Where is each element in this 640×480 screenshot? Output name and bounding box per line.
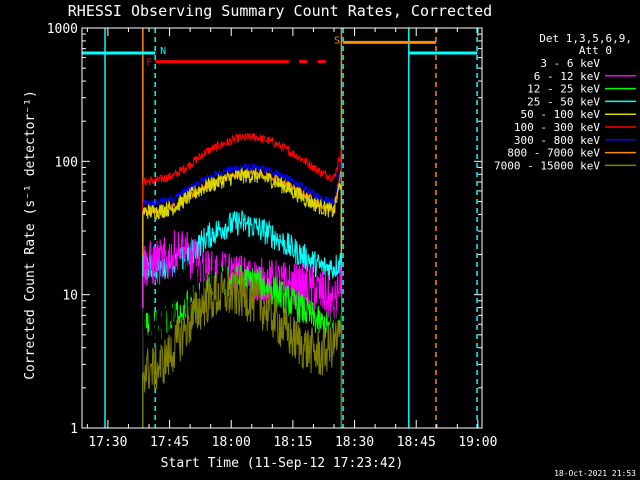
- x-tick-label: 19:00: [458, 435, 497, 450]
- night-label: N: [160, 46, 166, 57]
- y-tick-label: 1: [70, 422, 78, 437]
- y-tick-label: 10: [62, 289, 78, 304]
- saa-label: S: [334, 35, 340, 46]
- x-tick-label: 18:45: [397, 435, 436, 450]
- y-tick-label: 100: [55, 155, 78, 170]
- legend-entry-label: 800 - 7000 keV: [507, 147, 600, 160]
- series-line: [142, 209, 342, 429]
- chart-title: RHESSI Observing Summary Count Rates, Co…: [68, 2, 492, 20]
- x-tick-label: 18:15: [273, 435, 312, 450]
- series-line: [142, 132, 342, 429]
- x-tick-label: 18:30: [335, 435, 374, 450]
- flare-label: F: [146, 58, 152, 69]
- series-line: [142, 254, 342, 429]
- legend-entry-label: 100 - 300 keV: [514, 121, 600, 134]
- legend-header: Det 1,3,5,6,9,: [539, 32, 632, 45]
- legend-entry-label: 12 - 25 keV: [527, 83, 600, 96]
- plot-frame: [81, 27, 483, 429]
- annotation-bars: NF S: [82, 35, 478, 69]
- legend-entry-label: 6 - 12 keV: [534, 70, 601, 83]
- x-tick-label: 17:30: [88, 435, 127, 450]
- legend-entry-label: 3 - 6 keV: [540, 57, 600, 70]
- y-axis-label: Corrected Count Rate (s⁻¹ detector⁻¹): [23, 90, 38, 380]
- legend-entry-label: 25 - 50 keV: [527, 95, 600, 108]
- timestamp: 18-Oct-2021 21:53: [554, 469, 636, 478]
- x-axis-label: Start Time (11-Sep-12 17:23:42): [161, 456, 404, 471]
- legend-entry-label: 7000 - 15000 keV: [494, 159, 600, 172]
- series-line: [142, 167, 342, 429]
- x-tick-label: 18:00: [212, 435, 251, 450]
- series-line: [142, 271, 342, 429]
- plot-area: NF S: [82, 28, 478, 429]
- x-axis: 17:30 17:45 18:00 18:15 18:30 18:45 19:00: [86, 28, 497, 450]
- y-tick-label: 1000: [47, 22, 78, 37]
- y-axis: 1 10 100 1000: [47, 22, 482, 437]
- legend-header: Att 0: [579, 44, 612, 57]
- legend-entry-label: 300 - 800 keV: [514, 134, 600, 147]
- series-lines: [142, 132, 342, 429]
- x-tick-label: 17:45: [150, 435, 189, 450]
- legend-entry-label: 50 - 100 keV: [521, 108, 601, 121]
